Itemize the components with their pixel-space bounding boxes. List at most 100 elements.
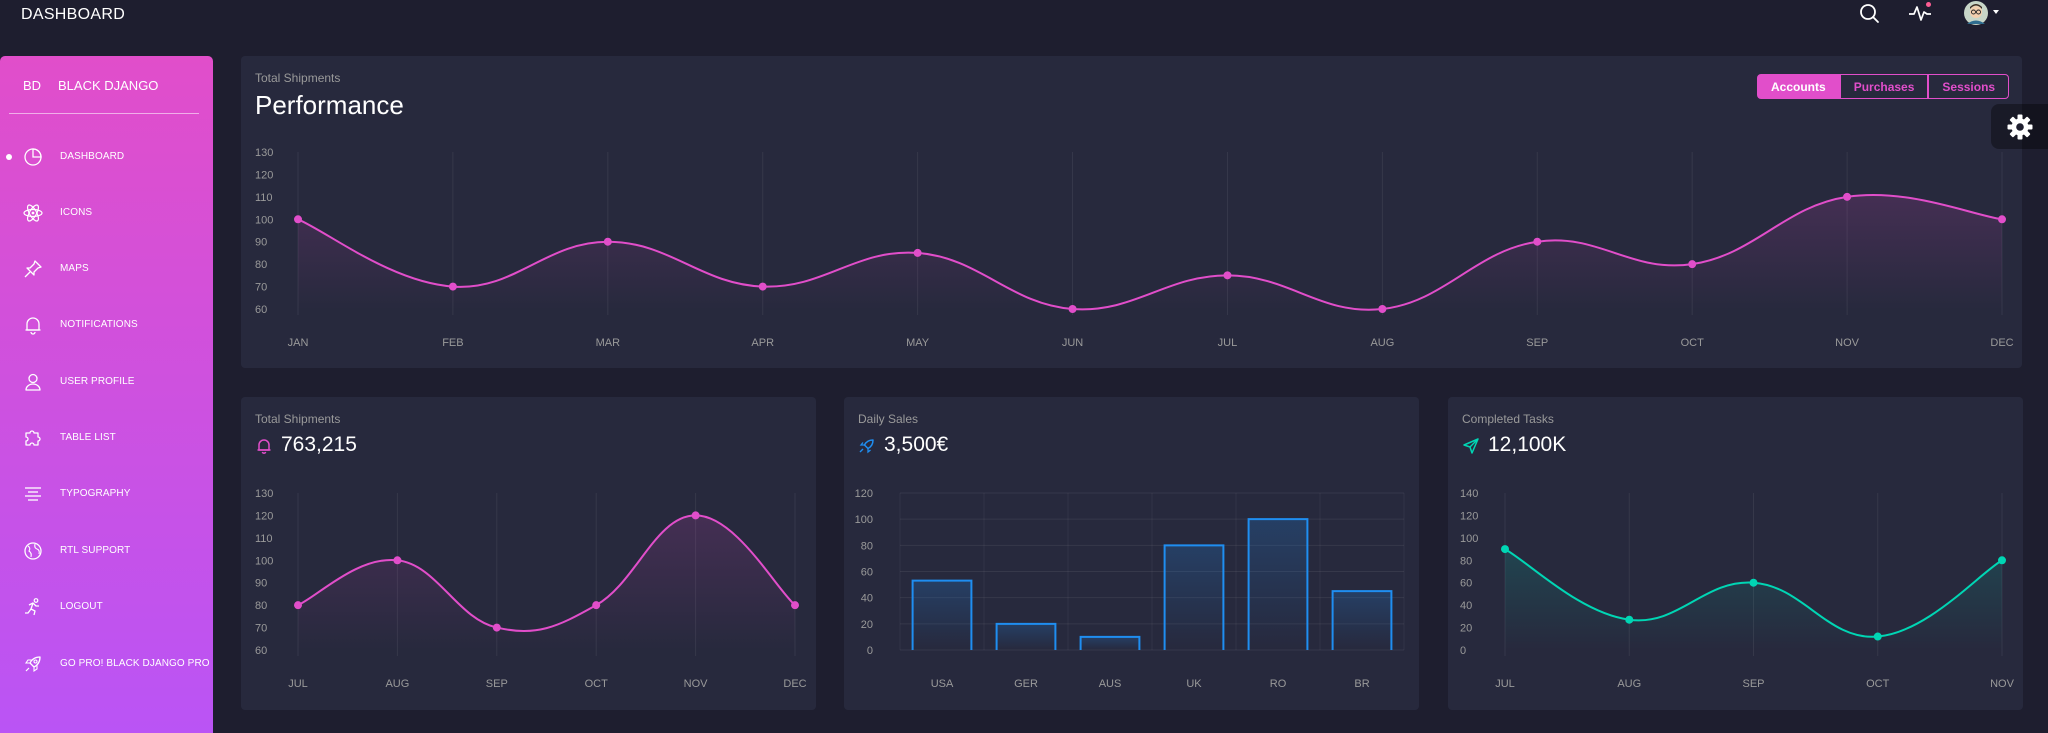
sidebar-item-typography[interactable]: TYPOGRAPHY <box>0 474 213 514</box>
y-tick-label: 120 <box>855 488 873 500</box>
data-point[interactable] <box>1378 305 1387 313</box>
x-tick-label: UK <box>1186 678 1202 690</box>
sidebar-item-label: NOTIFICATIONS <box>60 319 138 330</box>
settings-toggle[interactable] <box>1991 104 2048 149</box>
user-avatar-dropdown[interactable] <box>1962 0 2002 26</box>
data-point[interactable] <box>758 282 767 291</box>
sidebar-item-icons[interactable]: ICONS <box>0 193 213 233</box>
data-point[interactable] <box>592 601 601 610</box>
x-tick-label: JUL <box>1218 337 1238 349</box>
x-tick-label: SEP <box>1526 337 1548 349</box>
shipments-card: Total Shipments 763,215 JUL AUG SEP OCT NOV D… <box>241 397 816 710</box>
sidebar-item-user-profile[interactable]: USER PROFILE <box>0 362 213 402</box>
gear-icon <box>2007 114 2032 139</box>
data-point[interactable] <box>1998 556 2006 565</box>
y-tick-label: 100 <box>1460 533 1478 545</box>
sidebar-item-label: DASHBOARD <box>60 151 125 162</box>
data-point[interactable] <box>294 601 302 610</box>
y-tick-label: 40 <box>1460 600 1472 612</box>
notification-dot <box>1926 2 1931 7</box>
bar[interactable] <box>1331 590 1393 650</box>
bar[interactable] <box>911 579 973 650</box>
data-point[interactable] <box>492 623 501 632</box>
sidebar-item-go-pro[interactable]: GO PRO! BLACK DJANGO PRO <box>0 644 213 684</box>
data-point[interactable] <box>1625 615 1634 624</box>
search-icon[interactable] <box>1856 0 1882 26</box>
sidebar-item-table-list[interactable]: TABLE LIST <box>0 418 213 458</box>
card-title: Performance <box>255 90 404 120</box>
data-point[interactable] <box>913 248 922 257</box>
tasks-line-chart: JUL AUG SEP OCT NOV 0 20 40 60 80 100 120 140 <box>1460 488 2015 690</box>
sidebar-item-label: TYPOGRAPHY <box>60 488 131 499</box>
card-category: Total Shipments <box>255 412 341 426</box>
data-point[interactable] <box>393 556 402 565</box>
data-point[interactable] <box>1749 578 1758 587</box>
tasks-card: Completed Tasks 12,100K JUL AUG SEP OCT NOV 0… <box>1448 397 2023 710</box>
y-tick-label: 60 <box>255 645 267 657</box>
data-point[interactable] <box>1688 260 1697 269</box>
sidebar-item-label: TABLE LIST <box>60 432 116 443</box>
sidebar-item-notifications[interactable]: NOTIFICATIONS <box>0 305 213 345</box>
x-tick-label: JUL <box>1495 678 1515 690</box>
y-tick-label: 110 <box>255 533 273 545</box>
series-area <box>298 515 795 650</box>
x-tick-label: NOV <box>684 678 709 690</box>
x-tick-label: OCT <box>1681 337 1705 349</box>
sidebar-item-dashboard[interactable]: DASHBOARD <box>0 137 213 177</box>
data-point[interactable] <box>1223 271 1232 280</box>
data-point[interactable] <box>1533 237 1542 246</box>
sidebar-item-label: RTL SUPPORT <box>60 545 131 556</box>
data-point[interactable] <box>294 215 302 224</box>
logo-mini: BD <box>23 78 42 93</box>
x-tick-label: AUS <box>1099 678 1122 690</box>
y-tick-label: 80 <box>255 259 267 271</box>
bar[interactable] <box>1163 544 1225 650</box>
x-tick-label: NOV <box>1990 678 2015 690</box>
sidebar: BD BLACK DJANGO DASHBOARD ICONS MAPS NOT… <box>0 56 213 733</box>
y-tick-label: 80 <box>255 600 267 612</box>
pulse-notifications-icon[interactable] <box>1907 0 1933 26</box>
data-point[interactable] <box>1998 215 2006 224</box>
data-point[interactable] <box>603 237 612 246</box>
tab-sessions[interactable]: Sessions <box>1928 74 2010 99</box>
sidebar-item-rtl-support[interactable]: RTL SUPPORT <box>0 531 213 571</box>
user-icon <box>21 371 45 393</box>
tab-purchases[interactable]: Purchases <box>1839 74 1929 99</box>
y-tick-label: 120 <box>1460 510 1478 522</box>
send-icon <box>1463 438 1479 454</box>
navbar-brand[interactable]: DASHBOARD <box>21 6 126 23</box>
x-tick-label: JUN <box>1062 337 1083 349</box>
pin-icon <box>21 258 45 280</box>
y-tick-label: 140 <box>1460 488 1478 500</box>
data-point[interactable] <box>791 601 799 610</box>
bar[interactable] <box>1247 518 1309 650</box>
x-tick-label: MAY <box>906 337 930 349</box>
card-value: 12,100K <box>1488 433 1567 456</box>
data-point[interactable] <box>448 282 457 291</box>
bar[interactable] <box>1079 635 1141 650</box>
data-point[interactable] <box>1068 305 1077 313</box>
data-point[interactable] <box>1843 192 1852 201</box>
sidebar-item-logout[interactable]: LOGOUT <box>0 587 213 627</box>
avatar <box>1964 1 1999 25</box>
data-point[interactable] <box>1873 632 1882 641</box>
y-tick-label: 60 <box>861 567 873 579</box>
x-tick-label: RO <box>1270 678 1287 690</box>
x-tick-label: MAR <box>596 337 621 349</box>
tab-accounts[interactable]: Accounts <box>1757 74 1840 99</box>
sidebar-item-label: ICONS <box>60 207 93 218</box>
top-navbar: DASHBOARD <box>0 0 2048 30</box>
puzzle-icon <box>21 427 45 449</box>
data-point[interactable] <box>691 511 700 520</box>
x-tick-label: GER <box>1014 678 1038 690</box>
sidebar-item-maps[interactable]: MAPS <box>0 249 213 289</box>
y-tick-label: 0 <box>1460 645 1466 657</box>
y-tick-label: 110 <box>255 192 273 204</box>
bar[interactable] <box>995 622 1057 650</box>
running-icon <box>21 596 45 618</box>
series-area <box>1505 549 2002 650</box>
sidebar-logo[interactable]: BD BLACK DJANGO <box>9 56 199 114</box>
data-point[interactable] <box>1501 545 1509 554</box>
rocket-icon <box>21 653 45 675</box>
x-tick-label: DEC <box>1990 337 2013 349</box>
